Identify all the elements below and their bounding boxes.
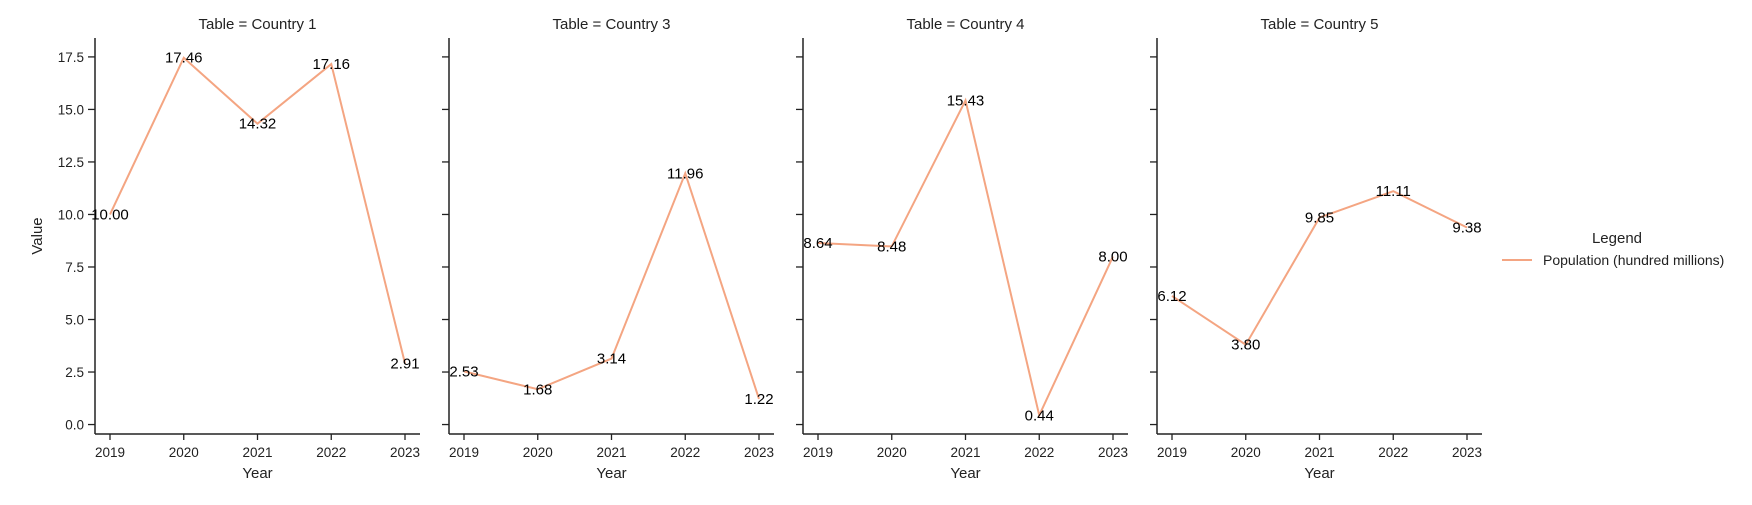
- y-tick-label: 2.5: [65, 365, 84, 380]
- series-line: [1171, 190, 1468, 347]
- x-axis-label: Year: [1304, 465, 1334, 482]
- data-label: 14.32: [239, 116, 277, 133]
- legend-entry: Population (hundred millions): [1543, 252, 1724, 268]
- series-line: [463, 170, 760, 400]
- panel-3: Table = Country 4 2019 2020 2021 2022 2023 Yea…: [796, 16, 1128, 482]
- series-line: [109, 56, 406, 364]
- legend-title: Legend: [1592, 230, 1642, 247]
- x-tick-label: 2023: [1098, 445, 1128, 460]
- x-tick-label: 2021: [950, 445, 980, 460]
- x-tick-label: 2022: [670, 445, 700, 460]
- y-tick-label: 10.0: [58, 207, 84, 222]
- y-tick-label: 15.0: [58, 102, 84, 117]
- data-label: 9.38: [1452, 219, 1481, 236]
- y-tick-label: 5.0: [65, 313, 84, 328]
- x-tick-label: 2020: [1231, 445, 1261, 460]
- panel-title: Table = Country 3: [553, 16, 671, 33]
- panel-title: Table = Country 1: [199, 16, 317, 33]
- x-tick-label: 2019: [803, 445, 833, 460]
- panel-title: Table = Country 4: [907, 16, 1025, 33]
- x-tick-label: 2019: [1157, 445, 1187, 460]
- data-label: 11.11: [1376, 183, 1411, 200]
- x-tick-label: 2022: [1378, 445, 1408, 460]
- panel-1: Table = Country 1 0.0 2.5 5.0 7.5 10.0 12.5 15.…: [58, 16, 420, 482]
- y-tick-label: 12.5: [58, 155, 84, 170]
- panel-4: Table = Country 5 2019 2020 2021 2022 2023 Yea…: [1150, 16, 1482, 482]
- legend: Legend Population (hundred millions): [1502, 230, 1724, 268]
- data-label: 3.14: [597, 351, 626, 368]
- data-label: 10.00: [91, 206, 129, 223]
- y-tick-label: 17.5: [58, 50, 84, 65]
- data-label: 2.91: [390, 355, 419, 372]
- data-label: 11.96: [667, 165, 703, 182]
- data-label: 8.48: [877, 238, 906, 255]
- x-tick-label: 2020: [877, 445, 907, 460]
- panel-title: Table = Country 5: [1261, 16, 1379, 33]
- x-axis-label: Year: [950, 465, 980, 482]
- data-label: 8.00: [1098, 248, 1127, 265]
- series-line: [817, 97, 1114, 419]
- x-tick-label: 2022: [1024, 445, 1054, 460]
- x-tick-label: 2022: [316, 445, 346, 460]
- x-tick-label: 2021: [596, 445, 626, 460]
- data-label: 8.64: [803, 235, 832, 252]
- data-label: 6.12: [1157, 288, 1186, 305]
- x-tick-label: 2019: [95, 445, 125, 460]
- x-tick-label: 2021: [1304, 445, 1334, 460]
- x-tick-label: 2021: [242, 445, 272, 460]
- y-tick-label: 0.0: [65, 418, 84, 433]
- x-axis-label: Year: [242, 465, 272, 482]
- x-tick-label: 2023: [390, 445, 420, 460]
- data-label: 17.46: [165, 50, 203, 67]
- panel-2: Table = Country 3 2019 2020 2021 2022 2023 Yea…: [442, 16, 774, 482]
- data-label: 1.22: [744, 391, 773, 408]
- data-label: 0.44: [1025, 407, 1054, 424]
- data-label: 1.68: [523, 381, 552, 398]
- y-axis-label: Value: [29, 217, 46, 254]
- x-tick-label: 2023: [744, 445, 774, 460]
- x-tick-label: 2019: [449, 445, 479, 460]
- x-tick-label: 2023: [1452, 445, 1482, 460]
- data-label: 3.80: [1231, 337, 1260, 354]
- data-label: 2.53: [449, 363, 478, 380]
- data-label: 15.43: [947, 92, 985, 109]
- x-tick-label: 2020: [169, 445, 199, 460]
- x-axis-label: Year: [596, 465, 626, 482]
- data-label: 9.85: [1305, 210, 1334, 227]
- x-tick-label: 2020: [523, 445, 553, 460]
- data-label: 17.16: [312, 56, 350, 73]
- y-tick-label: 7.5: [65, 260, 84, 275]
